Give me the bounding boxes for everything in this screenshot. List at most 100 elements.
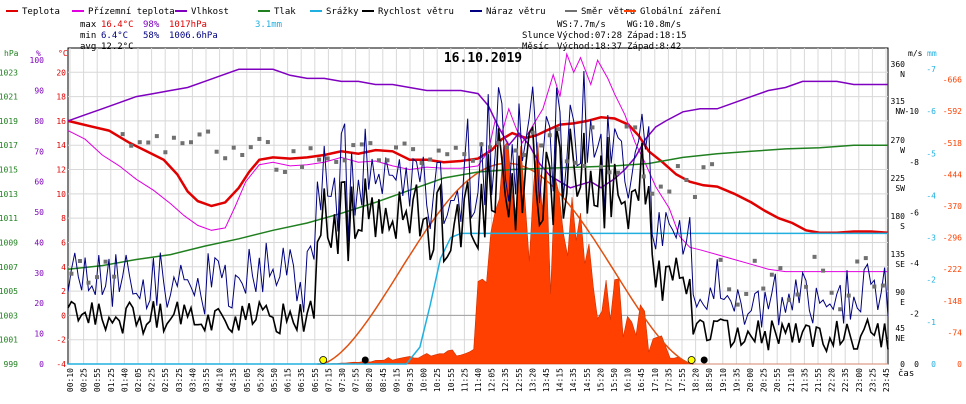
humidity-tick: 70 (34, 147, 44, 156)
temperature-tick: 10 (56, 190, 66, 199)
wind-direction-point (778, 266, 783, 271)
pressure-tick: 1021 (0, 93, 18, 102)
chart-title: 16.10.2019 (444, 51, 522, 66)
info-moonset: Západ:8:42 (627, 42, 681, 52)
x-tick-label: 16:45 (637, 368, 646, 392)
stats-max-hum: 98% (143, 20, 160, 30)
temperature-unit: °C (58, 49, 68, 58)
temperature-tick: 18 (56, 93, 66, 102)
wind-direction-point (658, 184, 663, 189)
pressure-tick: 1013 (0, 190, 18, 199)
x-tick-label: 21:35 (800, 368, 809, 392)
wind-direction-point (872, 284, 877, 289)
x-tick-label: 19:10 (719, 368, 728, 392)
x-axis-label: čas (898, 368, 914, 379)
wind-direction-point (223, 156, 228, 161)
wind-direction-tick: 45 (895, 324, 905, 333)
wind-direction-point (248, 145, 253, 150)
wind-direction-point (77, 259, 82, 264)
wind-direction-point (180, 141, 185, 146)
wind-direction-point (146, 140, 151, 145)
wind-direction-point (616, 170, 621, 175)
wind-direction-point (752, 258, 757, 263)
x-tick-label: 01:40 (120, 368, 129, 392)
wind-speed-tick: 0 (914, 360, 919, 369)
x-tick-label: 16:10 (624, 368, 633, 392)
humidity-tick: 30 (34, 269, 44, 278)
wind-direction-point (300, 164, 305, 169)
x-tick-label: 06:35 (297, 368, 306, 392)
wind-direction-point (86, 280, 91, 285)
wind-direction-point (291, 149, 296, 154)
wind-direction-point (154, 134, 159, 139)
wind-direction-point (633, 125, 638, 130)
temperature-tick: 0 (61, 311, 66, 320)
wind-direction-point (804, 284, 808, 289)
wind-speed-tick: -8 (909, 158, 919, 167)
wind-direction-point (137, 140, 142, 145)
wind-direction-point (385, 158, 390, 163)
x-tick-label: 07:15 (324, 368, 333, 392)
wind-direction-point (769, 272, 774, 277)
wind-direction-point (505, 145, 510, 150)
rain-tick: -7 (926, 65, 936, 74)
rain-tick: 0 (931, 360, 936, 369)
wind-direction-point (581, 163, 586, 168)
info-block: WS:7.7m/s WG:10.8m/s Slunce Východ:07:28… (522, 20, 687, 52)
wind-direction-point (675, 164, 680, 169)
legend-label: Náraz větru (486, 7, 546, 17)
wind-direction-tick: 135 (891, 250, 906, 259)
temperature-tick: 4 (61, 263, 66, 272)
x-tick-label: 07:30 (338, 368, 347, 392)
x-tick-label: 12:55 (515, 368, 524, 392)
info-sun-label: Slunce (522, 31, 555, 41)
pressure-tick: 1001 (0, 336, 18, 345)
radiation-tick: -592 (943, 107, 962, 116)
x-tick-label: 00:10 (66, 368, 75, 392)
x-tick-label: 03:55 (202, 368, 211, 392)
wind-direction-tick: NE (895, 334, 905, 343)
wind-direction-tick: E (900, 298, 905, 307)
legend-label: Rychlost větru (378, 7, 454, 17)
wind-direction-point (334, 159, 339, 164)
wind-direction-tick: SW (895, 184, 905, 193)
wind-direction-point (394, 145, 398, 150)
wind-direction-point (445, 152, 450, 157)
radiation-tick: 0 (957, 360, 962, 369)
pressure-tick: 1003 (0, 311, 18, 320)
wind-direction-point (530, 130, 535, 135)
temperature-tick: 8 (61, 214, 66, 223)
x-tick-label: 21:10 (787, 368, 796, 392)
pressure-unit: hPa (4, 49, 19, 58)
x-tick-label: 03:25 (175, 368, 184, 392)
wind-direction-point (812, 254, 817, 259)
wind-speed-unit: m/s (908, 49, 923, 58)
wind-direction-point (359, 142, 364, 147)
info-ws: WS:7.7m/s (557, 20, 606, 30)
pressure-tick: 1015 (0, 166, 18, 175)
x-tick-label: 08:45 (379, 368, 388, 392)
series-vlhkost (67, 68, 888, 189)
stats-avg-temp: 12.2°C (101, 42, 134, 52)
x-tick-label: 04:10 (216, 368, 225, 392)
wind-direction-point (265, 140, 270, 145)
x-tick-label: 11:40 (474, 368, 483, 392)
wind-direction-point (795, 292, 800, 297)
rain-tick: -5 (926, 149, 936, 158)
temperature-tick: 12 (56, 166, 66, 175)
wind-speed-tick: -6 (909, 208, 919, 217)
wind-speed-tick: -4 (909, 259, 919, 268)
x-tick-label: 18:50 (705, 368, 714, 392)
wind-direction-point (624, 124, 629, 129)
x-tick-label: 14:35 (569, 368, 578, 392)
legend-label: Srážky (326, 7, 359, 17)
temperature-tick: -2 (56, 336, 66, 345)
stats-max-rain: 3.1mm (255, 20, 282, 30)
x-tick-label: 19:35 (732, 368, 741, 392)
wind-direction-point (786, 298, 791, 303)
humidity-tick: 0 (39, 360, 44, 369)
wind-direction-point (710, 162, 715, 167)
radiation-clear-sky-line (317, 162, 694, 365)
wind-direction-point (112, 274, 117, 279)
wind-direction-point (855, 259, 860, 264)
